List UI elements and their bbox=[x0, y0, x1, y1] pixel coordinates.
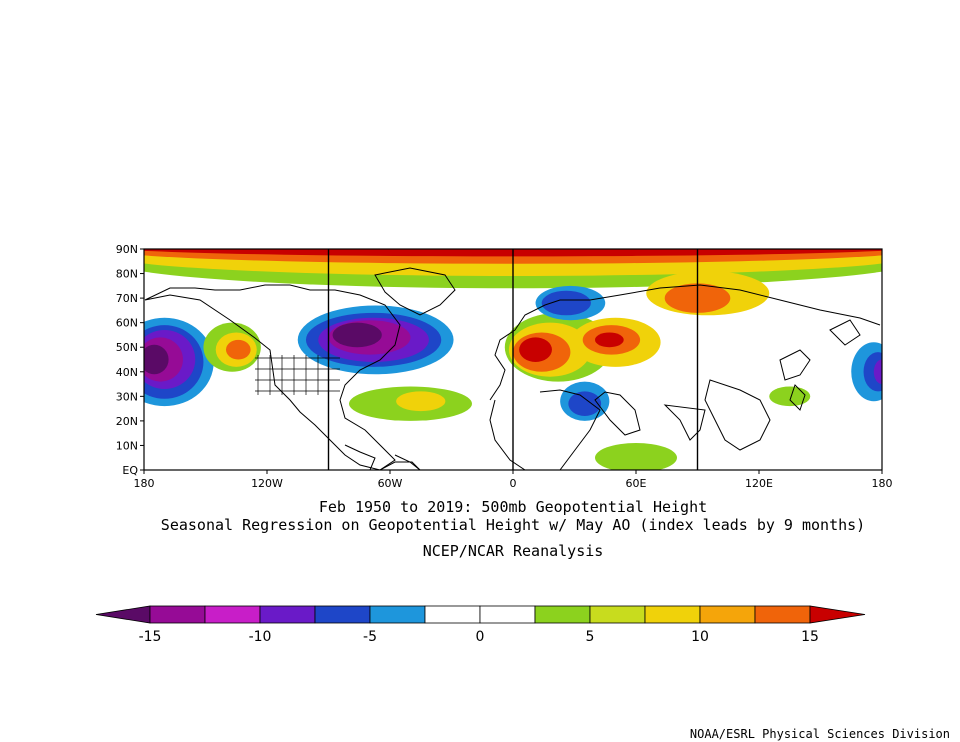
colorbar: -15 -10 -5 0 5 10 15 bbox=[95, 605, 866, 645]
hudson-low-5 bbox=[332, 322, 382, 348]
colorbar-swatch bbox=[534, 605, 591, 624]
lat-tick-label: 70N bbox=[116, 292, 138, 305]
lat-tick-label: 30N bbox=[116, 390, 138, 403]
lat-tick-label: 40N bbox=[116, 366, 138, 379]
coastline-6 bbox=[789, 319, 861, 411]
lat-tick-label: 80N bbox=[116, 268, 138, 281]
title-line-2: Seasonal Regression on Geopotential Heig… bbox=[160, 516, 866, 534]
title-line-1: Feb 1950 to 2019: 500mb Geopotential Hei… bbox=[318, 498, 708, 516]
colorbar-tick-label: -15 bbox=[139, 629, 162, 645]
colorbar-tick-label: 0 bbox=[476, 629, 485, 645]
longitude-ticks: 180 120W 60W 0 60E 120E 180 bbox=[134, 470, 893, 490]
lat-tick-label: 20N bbox=[116, 415, 138, 428]
lon-tick-label: 120E bbox=[745, 477, 773, 490]
credit-label: NOAA/ESRL Physical Sciences Division bbox=[689, 727, 950, 741]
east-pacific-low-3 bbox=[873, 359, 882, 385]
colorbar-swatch bbox=[699, 605, 756, 624]
coastlines bbox=[144, 267, 881, 470]
colorbar-swatch bbox=[754, 605, 811, 624]
nw-pacific-high bbox=[769, 386, 811, 407]
colorbar-swatch bbox=[644, 605, 701, 624]
lon-tick-label: 0 bbox=[510, 477, 517, 490]
colorbar-tick-label: 10 bbox=[691, 629, 709, 645]
lon-tick-label: 120W bbox=[251, 477, 283, 490]
colorbar-swatch bbox=[589, 605, 646, 624]
lat-tick-label: 10N bbox=[116, 439, 138, 452]
colorbar-swatch bbox=[204, 605, 261, 624]
lon-tick-label: 180 bbox=[872, 477, 893, 490]
colorbar-swatch bbox=[259, 605, 316, 624]
nw-america-high-3 bbox=[226, 339, 251, 360]
colorbar-swatch bbox=[424, 605, 481, 624]
coastline-4 bbox=[594, 391, 706, 441]
latitude-ticks: 90N 80N 70N 60N 50N 40N 30N 20N 10N EQ bbox=[116, 243, 144, 477]
coastline-1 bbox=[144, 284, 401, 470]
barents-low-2 bbox=[541, 290, 591, 316]
colorbar-swatch bbox=[314, 605, 371, 624]
colorbar-swatch bbox=[149, 605, 206, 624]
west-siberia-high-3 bbox=[595, 332, 624, 348]
north-pacific-low-5 bbox=[144, 344, 169, 375]
lat-tick-label: 50N bbox=[116, 341, 138, 354]
dataset-label: NCEP/NCAR Reanalysis bbox=[422, 542, 604, 560]
lon-tick-label: 180 bbox=[134, 477, 155, 490]
lon-tick-label: 60W bbox=[378, 477, 403, 490]
colorbar-low-arrow bbox=[95, 605, 151, 624]
colorbar-tick-label: -10 bbox=[249, 629, 272, 645]
colorbar-tick-label: 15 bbox=[801, 629, 819, 645]
coastline-3 bbox=[489, 284, 881, 470]
colorbar-high-arrow bbox=[809, 605, 866, 624]
colorbar-swatch bbox=[479, 605, 536, 624]
lat-tick-label: 90N bbox=[116, 243, 138, 256]
lat-tick-label: 60N bbox=[116, 317, 138, 330]
lat-tick-label: EQ bbox=[122, 464, 138, 477]
coastline-8 bbox=[379, 461, 421, 470]
colorbar-tick-label: -5 bbox=[363, 629, 377, 645]
atlantic-high-2 bbox=[396, 391, 446, 412]
europe-high-4 bbox=[519, 337, 552, 362]
arabian-high bbox=[595, 442, 677, 470]
coastline-2 bbox=[374, 267, 456, 316]
colorbar-tick-label: 5 bbox=[586, 629, 595, 645]
meridian-lines bbox=[327, 249, 699, 470]
coastline-5 bbox=[704, 349, 811, 451]
lon-tick-label: 60E bbox=[626, 477, 647, 490]
colorbar-swatch bbox=[369, 605, 426, 624]
middle-east-low-2 bbox=[568, 391, 602, 416]
